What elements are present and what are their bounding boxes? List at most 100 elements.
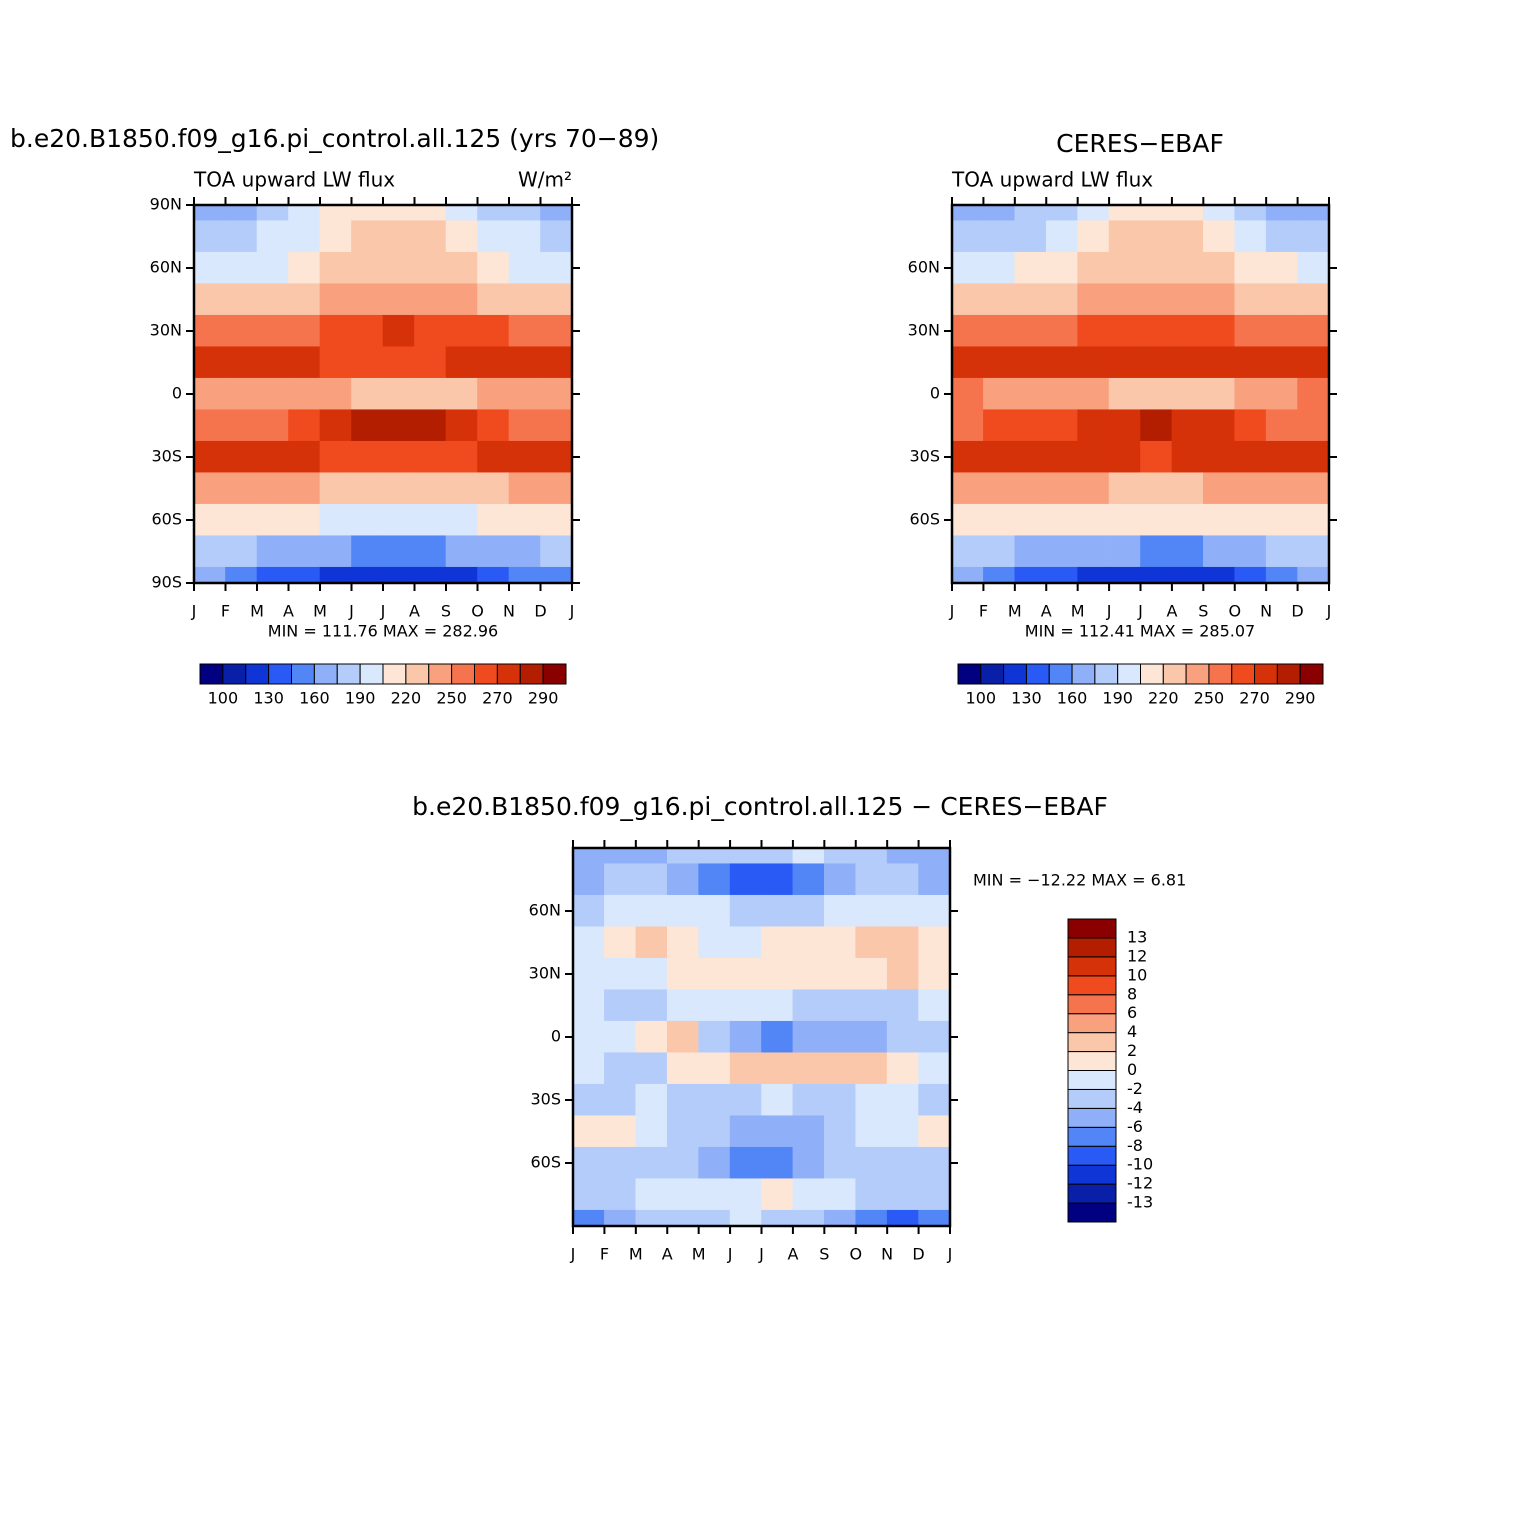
cell (666, 1209, 699, 1226)
cell (792, 926, 825, 959)
cell (855, 863, 888, 896)
cell (1077, 220, 1110, 253)
colorbar-box (1094, 663, 1119, 685)
colorbar-box (1117, 663, 1141, 685)
cell (824, 1083, 857, 1117)
x-tick-label: O (849, 1245, 862, 1264)
colorbar-box (405, 663, 430, 685)
cell (792, 1115, 825, 1148)
cell (477, 220, 510, 253)
cell (886, 894, 919, 928)
cell (729, 1115, 762, 1148)
cell (666, 926, 699, 959)
cell (761, 989, 794, 1022)
cell (698, 926, 731, 959)
cell (1171, 566, 1204, 583)
cell (698, 1178, 731, 1211)
cell (508, 409, 541, 442)
cell (729, 1083, 762, 1117)
cell (1045, 314, 1078, 348)
y-tick-label: 90S (151, 573, 182, 592)
cell (1203, 566, 1236, 583)
cell (635, 989, 668, 1022)
cell (792, 1209, 825, 1226)
cell (761, 1209, 794, 1226)
colorbar-label: 160 (299, 689, 330, 708)
cell (256, 503, 289, 537)
cell (351, 535, 384, 568)
x-tick-label: F (979, 602, 988, 621)
colorbar-label: 270 (1239, 689, 1270, 708)
cell (635, 1146, 668, 1180)
colorbar-box (359, 663, 384, 685)
cell (886, 1083, 919, 1117)
cell (445, 377, 478, 411)
cell (225, 346, 258, 379)
colorbar-label: -2 (1127, 1079, 1143, 1098)
cell (698, 957, 731, 991)
cell (477, 566, 510, 583)
cell (886, 989, 919, 1022)
cell (1297, 503, 1329, 537)
colorbar-label: 130 (253, 689, 284, 708)
cell (508, 346, 541, 379)
y-tick-label: 30N (150, 321, 182, 340)
cell (604, 989, 637, 1022)
cell (1108, 377, 1141, 411)
cell (351, 409, 384, 442)
x-tick-label: J (570, 1245, 576, 1264)
colorbar-box (1067, 1088, 1117, 1109)
cell (414, 283, 447, 316)
x-tick-label: J (191, 602, 197, 621)
cell (604, 863, 637, 896)
cell (1140, 566, 1173, 583)
y-tick-label: 30N (529, 964, 561, 983)
cell (1265, 283, 1298, 316)
cell (414, 440, 447, 474)
cell (792, 989, 825, 1022)
cell (1234, 314, 1267, 348)
colorbar-box (1162, 663, 1187, 685)
cell (761, 957, 794, 991)
colorbar-box (957, 663, 982, 685)
x-tick-label: M (313, 602, 327, 621)
cell (414, 503, 447, 537)
cell (918, 1020, 950, 1054)
cell (194, 566, 226, 583)
cell (445, 472, 478, 505)
cell (952, 535, 984, 568)
x-tick-label: A (1166, 602, 1177, 621)
y-tick-label: 90N (150, 195, 182, 214)
cell (382, 566, 415, 583)
cell (1171, 314, 1204, 348)
cell (414, 472, 447, 505)
cell (698, 894, 731, 928)
y-tick-label: 60N (908, 258, 940, 277)
cell (1265, 314, 1298, 348)
x-tick-label: A (409, 602, 420, 621)
cell (604, 926, 637, 959)
x-tick-label: J (348, 602, 354, 621)
cell (1140, 346, 1173, 379)
y-tick-label: 60S (151, 510, 182, 529)
cell (319, 251, 352, 285)
cell (952, 283, 984, 316)
colorbar-box (474, 663, 498, 685)
cell (604, 1115, 637, 1148)
cell (792, 1146, 825, 1180)
cell (477, 283, 510, 316)
cell (477, 251, 510, 285)
colorbar-box (1067, 1183, 1117, 1204)
cell (1297, 409, 1329, 442)
cell (256, 283, 289, 316)
cell (1265, 346, 1298, 379)
cell (1077, 472, 1110, 505)
cell (414, 409, 447, 442)
cell (983, 346, 1016, 379)
cell (886, 957, 919, 991)
cell (225, 251, 258, 285)
cell (382, 283, 415, 316)
cell (604, 894, 637, 928)
x-tick-label: M (692, 1245, 706, 1264)
cell (540, 409, 572, 442)
